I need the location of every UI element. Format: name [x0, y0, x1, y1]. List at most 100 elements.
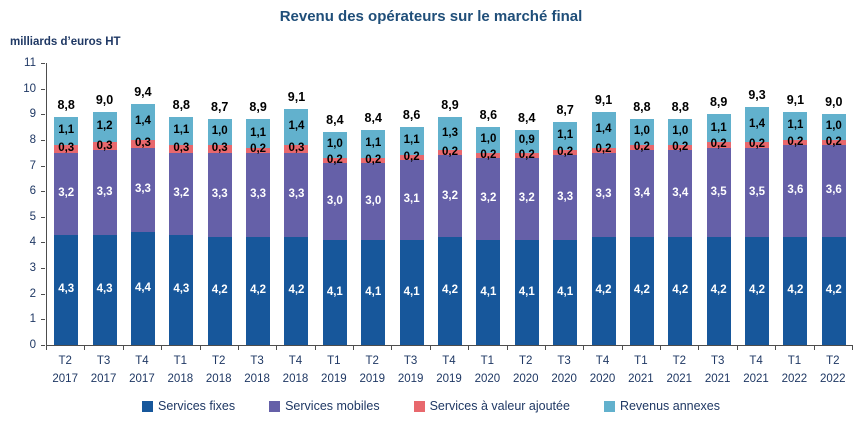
- bar-segment-services-fixes: 4,2: [821, 237, 846, 345]
- x-axis-label: T2 2017: [46, 353, 84, 389]
- y-tick-mark: [41, 139, 45, 141]
- bar-segment-value-label: 3,3: [211, 188, 228, 201]
- x-axis-label-quarter: T3: [403, 355, 418, 367]
- bar-segment-services-fixes: 4,2: [629, 237, 654, 345]
- bar-group: 8,8 1,1 0,3 3,2 4,3: [169, 97, 194, 345]
- x-axis-label: T4 2018: [276, 353, 314, 389]
- bar-segment-value-label: 3,2: [518, 192, 535, 205]
- x-axis-label: T4 2017: [123, 353, 161, 389]
- bar-segment-value-label: 0,9: [518, 134, 535, 147]
- bar-segment-services-mobiles: 3,3: [246, 152, 271, 238]
- bar-total-label: 8,4: [364, 110, 382, 125]
- bar-segment-services-a-valeur-ajoutee: 0,2: [783, 136, 808, 148]
- bar-segment-services-mobiles: 3,1: [399, 160, 424, 240]
- bar-segment-value-label: 3,6: [825, 184, 842, 197]
- bar-segment-revenus-annexes: 1,4: [591, 111, 616, 148]
- bar-group: 8,8 1,0 0,2 3,4 4,2: [668, 100, 693, 345]
- bar-segment-services-a-valeur-ajoutee: 0,3: [130, 137, 155, 149]
- x-axis-label-year: 2021: [628, 372, 654, 385]
- x-tick-mark: [544, 346, 546, 350]
- bar-segment-services-fixes: 4,1: [514, 239, 539, 345]
- bar-total-label: 8,6: [402, 108, 421, 123]
- x-tick-mark: [775, 346, 777, 350]
- x-tick-mark: [391, 346, 393, 350]
- x-tick-mark: [314, 346, 316, 350]
- bar-group: 9,1 1,4 0,3 3,3 4,2: [284, 90, 309, 345]
- x-axis-label-year: 2020: [512, 372, 539, 385]
- bar-segment-services-a-valeur-ajoutee: 0,3: [169, 142, 194, 155]
- bar-segment-services-fixes: 4,1: [553, 239, 578, 345]
- bar-segment-value-label: 4,2: [288, 284, 305, 297]
- bar-segment-value-label: 0,3: [173, 142, 190, 155]
- x-tick-mark: [84, 346, 86, 350]
- bar-segment-value-label: 0,2: [403, 151, 420, 164]
- x-axis-label-quarter: T4: [442, 355, 456, 367]
- bar-group: 8,7 1,1 0,2 3,3 4,1: [553, 103, 578, 345]
- bar-segment-revenus-annexes: 1,1: [553, 122, 578, 151]
- bar-segment-value-label: 4,1: [557, 285, 574, 298]
- bar-segment-value-label: 3,3: [557, 190, 574, 203]
- bar-segment-value-label: 1,0: [633, 125, 650, 138]
- x-axis-label: T2 2019: [353, 353, 391, 389]
- bar-segment-services-fixes: 4,2: [706, 237, 731, 345]
- bar-total-label: 9,4: [134, 85, 152, 100]
- bar-segment-value-label: 1,3: [442, 126, 458, 139]
- bar-segment-services-fixes: 4,1: [399, 239, 424, 345]
- y-tick-mark: [41, 114, 45, 116]
- y-tick-mark: [41, 165, 45, 167]
- bar-segment-value-label: 1,0: [672, 125, 689, 138]
- x-axis-label-quarter: T1: [173, 355, 188, 367]
- bar-segment-value-label: 4,2: [250, 284, 267, 297]
- bar-segment-value-label: 0,2: [365, 153, 382, 166]
- bar-segment-revenus-annexes: 1,2: [92, 111, 117, 143]
- x-tick-mark: [583, 346, 585, 350]
- legend-swatch-icon: [603, 400, 615, 412]
- legend-label: Revenus annexes: [619, 399, 721, 413]
- bar-segment-revenus-annexes: 1,4: [745, 106, 770, 143]
- bar-segment-services-a-valeur-ajoutee: 0,3: [284, 143, 309, 154]
- y-tick-label: 0: [29, 339, 36, 351]
- bar-segment-services-a-valeur-ajoutee: 0,3: [92, 140, 117, 151]
- bar-segment-value-label: 4,2: [710, 284, 727, 297]
- y-tick-label: 11: [24, 57, 36, 69]
- y-tick-mark: [41, 345, 45, 346]
- y-tick-label: 3: [29, 262, 36, 275]
- bar-segment-services-mobiles: 3,2: [54, 152, 79, 235]
- x-axis-label: T3 2020: [545, 353, 583, 389]
- x-axis-label: T1 2021: [622, 353, 660, 389]
- x-axis-label-year: 2018: [282, 372, 309, 385]
- bar-segment-value-label: 4,1: [480, 285, 497, 298]
- y-tick-mark: [41, 242, 45, 244]
- x-axis-label-year: 2017: [129, 372, 155, 385]
- bar-segment-value-label: 3,2: [58, 187, 75, 199]
- x-axis-label-quarter: T3: [250, 355, 264, 367]
- bar-segment-value-label: 1,1: [58, 124, 75, 137]
- bar-segment-value-label: 3,6: [787, 184, 804, 197]
- x-axis-label-quarter: T3: [710, 355, 725, 367]
- legend-item: Services fixes: [141, 399, 235, 413]
- bar-group: 8,4 0,9 0,2 3,2 4,1: [514, 111, 539, 345]
- x-axis-label-year: 2019: [397, 372, 424, 385]
- bar-segment-services-mobiles: 3,3: [130, 147, 155, 233]
- bar-segment-value-label: 1,1: [250, 126, 267, 139]
- bar-segment-services-a-valeur-ajoutee: 0,2: [361, 153, 386, 166]
- bar-total-label: 8,4: [326, 113, 344, 128]
- bar-segment-revenus-annexes: 1,1: [54, 116, 79, 146]
- x-axis-label: T3 2018: [238, 353, 276, 389]
- bar-segment-services-a-valeur-ajoutee: 0,2: [821, 136, 846, 148]
- y-tick-label: 9: [29, 108, 36, 121]
- chart-title: Revenu des opérateurs sur le marché fina…: [279, 8, 583, 25]
- x-axis-label-year: 2021: [666, 372, 693, 385]
- bar-total-label: 8,9: [441, 97, 459, 112]
- bar-total-label: 8,8: [633, 100, 651, 115]
- bar-total-label: 8,8: [172, 97, 191, 112]
- x-tick-mark: [468, 346, 470, 350]
- bar-total-label: 8,7: [211, 100, 229, 115]
- bar-segment-services-mobiles: 3,3: [591, 152, 616, 238]
- bar-segment-value-label: 3,5: [749, 185, 766, 198]
- bar-segment-value-label: 4,2: [825, 284, 842, 297]
- legend-item: Revenus annexes: [603, 399, 721, 413]
- bar-segment-value-label: 3,3: [96, 185, 113, 198]
- bar-segment-value-label: 4,1: [518, 285, 535, 298]
